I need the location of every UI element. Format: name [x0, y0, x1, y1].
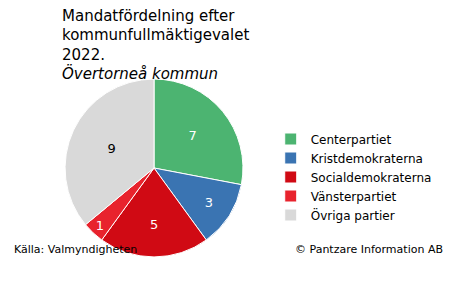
svg-text:5: 5 — [150, 217, 158, 232]
svg-text:Kristdemokraterna: Kristdemokraterna — [311, 152, 423, 166]
svg-text:Vänsterpartiet: Vänsterpartiet — [311, 190, 397, 204]
svg-text:Mandatfördelning efterkommunfu: Mandatfördelning efterkommunfullmäktigev… — [62, 7, 249, 84]
svg-text:1: 1 — [96, 218, 104, 233]
svg-text:Källa: Valmyndigheten: Källa: Valmyndigheten — [14, 243, 137, 256]
svg-text:3: 3 — [205, 195, 213, 210]
svg-text:Centerpartiet: Centerpartiet — [311, 133, 392, 147]
svg-text:9: 9 — [108, 141, 116, 156]
svg-text:Socialdemokraterna: Socialdemokraterna — [311, 171, 432, 185]
svg-text:© Pantzare Information AB: © Pantzare Information AB — [295, 243, 443, 256]
svg-text:Övriga partier: Övriga partier — [311, 207, 395, 223]
svg-text:7: 7 — [189, 128, 197, 143]
